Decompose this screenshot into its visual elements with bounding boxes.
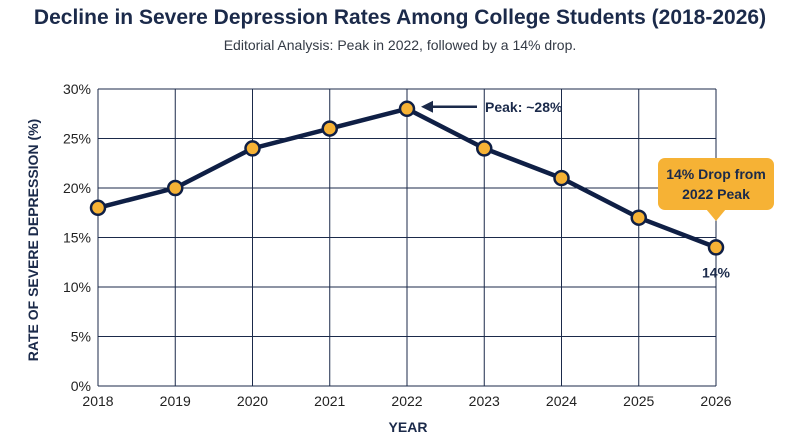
annotations-group: Peak: ~28% 14%: [421, 99, 731, 280]
y-tick-label: 10%: [63, 279, 91, 295]
x-tick-label: 2018: [82, 393, 113, 409]
x-tick-label: 2022: [391, 393, 422, 409]
x-tick-label: 2019: [160, 393, 191, 409]
y-tick-labels: 0% 5% 10% 15% 20% 25% 30%: [63, 81, 91, 394]
y-tick-label: 25%: [63, 131, 91, 147]
end-value-label: 14%: [702, 264, 731, 280]
data-point: [89, 199, 107, 217]
x-tick-label: 2021: [314, 393, 345, 409]
x-tick-label: 2025: [623, 393, 654, 409]
data-points-group: [89, 100, 725, 256]
data-point: [321, 120, 338, 137]
data-point: [167, 179, 184, 197]
y-tick-label: 30%: [63, 81, 91, 97]
chart-subtitle: Editorial Analysis: Peak in 2022, follow…: [223, 37, 577, 53]
y-tick-label: 0%: [71, 378, 91, 394]
peak-arrow-head: [421, 100, 433, 113]
data-point: [244, 140, 261, 157]
callout-line-2: 2022 Peak: [682, 186, 750, 202]
callout-pointer: [706, 209, 726, 221]
chart-title: Decline in Severe Depression Rates Among…: [33, 6, 767, 29]
callout-line-1: 14% Drop from: [666, 166, 766, 182]
y-axis-label: RATE OF SEVERE DEPRESSION (%): [25, 119, 41, 361]
x-axis-label: YEAR: [389, 419, 428, 435]
y-tick-label: 5%: [71, 329, 91, 345]
data-point: [707, 239, 725, 256]
data-point: [630, 209, 647, 226]
x-tick-label: 2020: [237, 393, 268, 409]
drop-callout: 14% Drop from 2022 Peak: [658, 158, 774, 210]
y-tick-label: 20%: [63, 180, 91, 196]
x-tick-label: 2023: [469, 393, 500, 409]
data-point: [476, 140, 493, 157]
y-tick-label: 15%: [63, 230, 91, 246]
x-tick-labels: 2018 2019 2020 2021 2022 2023 2024 2025 2026: [82, 393, 731, 409]
data-point: [398, 100, 416, 118]
data-point: [553, 169, 570, 187]
peak-annotation: Peak: ~28%: [485, 99, 563, 115]
x-tick-label: 2024: [546, 393, 577, 409]
x-tick-label: 2026: [700, 393, 731, 409]
grid-lines: [97, 88, 717, 387]
